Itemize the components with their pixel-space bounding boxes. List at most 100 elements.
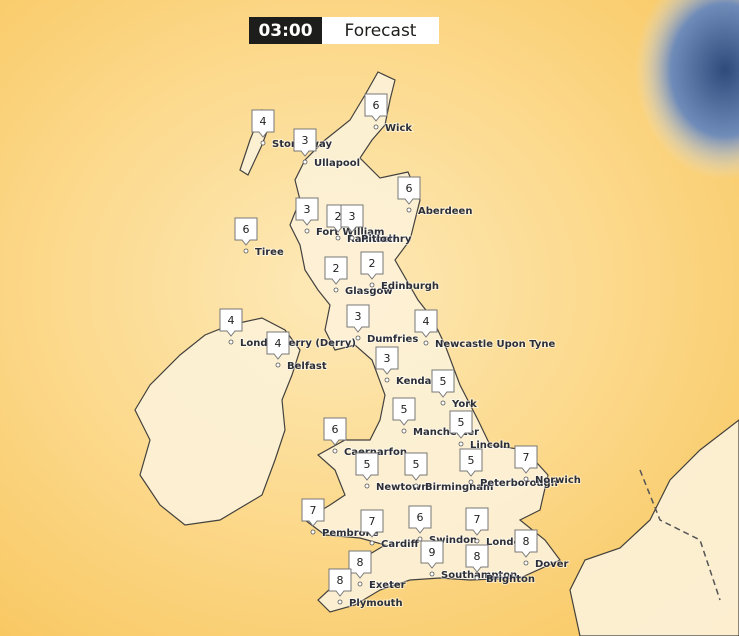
city-name: Exeter <box>369 580 406 591</box>
city-name: Newtown <box>376 482 428 493</box>
temperature: 6 <box>373 99 380 112</box>
temperature-pin: 3 <box>293 128 317 157</box>
markers: StornowayUllapoolWickAberdeenFort Willia… <box>219 93 582 610</box>
temperature-pin: 5 <box>459 448 483 477</box>
temperature: 5 <box>401 403 408 416</box>
pin-box <box>514 529 538 558</box>
temperature-pin: 5 <box>431 369 455 398</box>
temperature: 6 <box>406 182 413 195</box>
temperature-pin: 7 <box>360 509 384 538</box>
city-dot <box>333 287 339 293</box>
pin-box <box>465 507 489 536</box>
temperature: 7 <box>474 513 481 526</box>
pin-box <box>465 544 489 573</box>
city-dot <box>304 228 310 234</box>
city-name: Tiree <box>255 247 284 258</box>
temperature-pin: 6 <box>397 176 421 205</box>
temperature: 8 <box>474 550 481 563</box>
temperature: 5 <box>458 416 465 429</box>
city-dot <box>243 248 249 254</box>
city-dot <box>474 575 480 581</box>
city-name: Glasgow <box>345 286 393 297</box>
temperature: 4 <box>423 315 430 328</box>
city-name: Cardiff <box>381 539 420 550</box>
city-name: Brighton <box>486 574 535 585</box>
temperature: 6 <box>417 511 424 524</box>
temperature-pin: 7 <box>465 507 489 536</box>
city-dot <box>523 560 529 566</box>
temperature-pin: 7 <box>514 445 538 474</box>
pin-box <box>364 93 388 122</box>
temperature-pin: 4 <box>219 308 243 337</box>
city-name: Aberdeen <box>418 206 472 217</box>
temperature-pin: 7 <box>301 498 325 527</box>
temperature: 2 <box>335 210 342 223</box>
pin-box <box>392 397 416 426</box>
temperature: 8 <box>357 556 364 569</box>
temperature-pin: 8 <box>514 529 538 558</box>
city-dot <box>310 529 316 535</box>
city-dot <box>355 335 361 341</box>
temperature: 9 <box>429 546 436 559</box>
city-dot <box>429 571 435 577</box>
city-dot <box>384 377 390 383</box>
city-dot <box>332 448 338 454</box>
city-dot <box>275 362 281 368</box>
temperature: 3 <box>349 210 356 223</box>
temperature-pin: 6 <box>408 505 432 534</box>
city-dot <box>369 282 375 288</box>
temperature-pin: 2 <box>360 251 384 280</box>
temperature-pin: 5 <box>355 452 379 481</box>
city-name: Peterborough <box>480 478 558 489</box>
pin-box <box>408 505 432 534</box>
temperature: 2 <box>369 257 376 270</box>
city-dot <box>423 340 429 346</box>
pin-box <box>449 410 473 439</box>
pin-box <box>346 304 370 333</box>
temperature-pin: 8 <box>465 544 489 573</box>
temperature: 5 <box>440 375 447 388</box>
temperature: 5 <box>468 454 475 467</box>
mode-label: Forecast <box>322 17 439 44</box>
pin-box <box>293 128 317 157</box>
temperature: 8 <box>337 574 344 587</box>
pin-box <box>514 445 538 474</box>
city-dot <box>357 581 363 587</box>
city-name: Ullapool <box>314 158 360 169</box>
pin-box <box>375 346 399 375</box>
cold-area <box>635 0 739 180</box>
border <box>639 469 721 601</box>
temperature-pin: 4 <box>266 331 290 360</box>
city-name: Londonderry (Derry) <box>240 338 356 349</box>
city-dot <box>302 159 308 165</box>
temperature: 3 <box>304 203 311 216</box>
temperature: 8 <box>523 535 530 548</box>
temperature: 5 <box>364 458 371 471</box>
pin-box <box>420 540 444 569</box>
city-dot <box>369 540 375 546</box>
city-name: Edinburgh <box>381 281 439 292</box>
city-dot <box>335 235 341 241</box>
pin-box <box>431 369 455 398</box>
temperature-pin: 6 <box>323 417 347 446</box>
temperature-pin: 3 <box>375 346 399 375</box>
city-dot <box>349 235 355 241</box>
city-dot <box>401 428 407 434</box>
city-name: Plymouth <box>349 598 403 609</box>
temperature-pin: 2 <box>324 256 348 285</box>
city-name: Rannoch <box>347 234 396 245</box>
pin-box <box>397 176 421 205</box>
temperature: 7 <box>523 451 530 464</box>
ireland <box>134 317 301 526</box>
temperature: 3 <box>384 352 391 365</box>
city-name: Pitlochry <box>361 234 412 245</box>
pin-box <box>360 251 384 280</box>
temperature: 3 <box>302 134 309 147</box>
temperature-pin: 5 <box>392 397 416 426</box>
city-name: Birmingham <box>425 482 493 493</box>
temperature-pin: 4 <box>251 109 275 138</box>
pin-box <box>234 217 258 246</box>
temperature: 5 <box>413 458 420 471</box>
